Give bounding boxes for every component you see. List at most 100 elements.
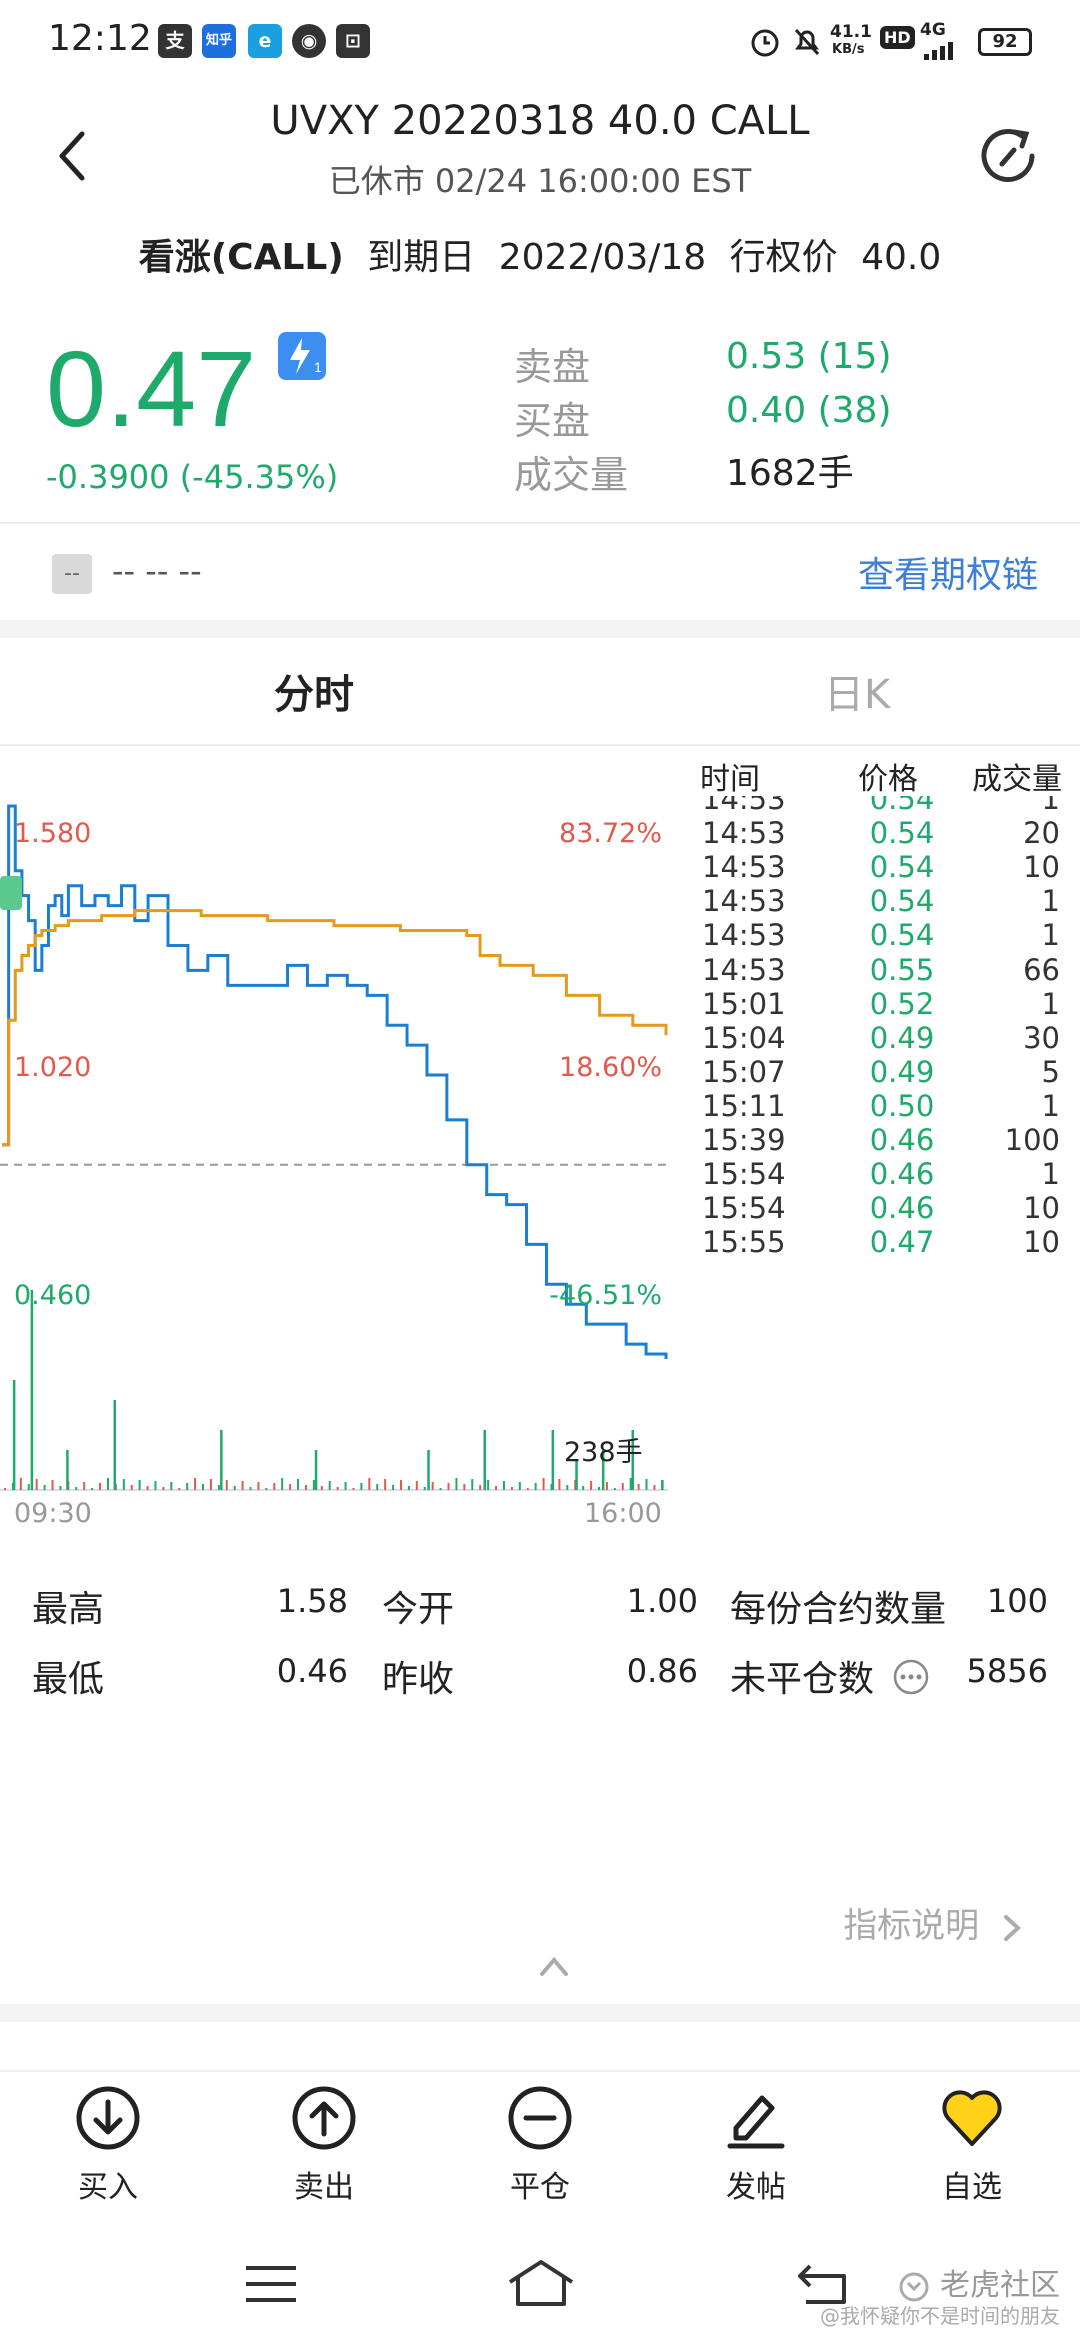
trade-price: 0.52 — [869, 986, 935, 1021]
volume-bar — [518, 1482, 521, 1490]
y-left-low: 0.460 — [14, 1280, 92, 1311]
volume-bar — [360, 1483, 363, 1490]
volume-bar — [66, 1450, 69, 1490]
e-app-icon: e — [248, 24, 282, 58]
network-type: 4G — [920, 20, 946, 40]
close-position-button[interactable]: 平仓 — [460, 2084, 620, 2206]
sell-button[interactable]: 卖出 — [244, 2084, 404, 2206]
volume-bar — [138, 1480, 141, 1490]
volume-bar — [526, 1488, 529, 1490]
volume-bar — [661, 1480, 664, 1490]
page-title: UVXY 20220318 40.0 CALL — [270, 98, 810, 144]
last-price: 0.47 — [46, 328, 257, 449]
trade-price: 0.55 — [869, 952, 935, 987]
volume-bar — [495, 1486, 498, 1490]
section-gap-2 — [0, 2004, 1080, 2022]
trade-time: 15:54 — [702, 1157, 786, 1192]
trade-row: 14:53 0.55 66 — [686, 945, 1080, 995]
trade-row: 15:55 0.47 10 — [686, 1217, 1080, 1267]
intraday-chart[interactable]: 1.580 1.020 0.460 83.72% 18.60% -46.51% … — [0, 746, 680, 1536]
trade-row: 15:07 0.49 5 — [686, 1047, 1080, 1097]
trade-rows: 14:53 0.54 1 14:53 0.54 20 14:53 0.54 10 14:53 0.5… — [686, 796, 1080, 1486]
volume-max-label: 238手 — [564, 1437, 643, 1468]
volume-bar — [566, 1485, 569, 1490]
col-volume: 成交量 — [972, 762, 1062, 797]
volume-bar — [91, 1488, 94, 1490]
volume-bar — [376, 1484, 379, 1490]
volume-value: 1682手 — [726, 453, 854, 494]
back-nav-icon[interactable] — [796, 2260, 852, 2306]
trade-row: 14:53 0.54 10 — [686, 842, 1080, 892]
home-icon[interactable] — [506, 2258, 576, 2308]
volume-bar — [463, 1484, 466, 1490]
x-label-end: 16:00 — [584, 1498, 662, 1529]
y-left-high: 1.580 — [14, 818, 92, 849]
volume-bar — [27, 1484, 30, 1490]
contract-info: 看涨(CALL) 到期日 2022/03/18 行权价 40.0 — [0, 228, 1080, 280]
view-option-chain-link[interactable]: 查看期权链 — [857, 555, 1038, 596]
trade-time: 14:53 — [702, 918, 786, 953]
trade-time: 15:39 — [702, 1123, 786, 1157]
y-right-mid: 18.60% — [559, 1052, 662, 1083]
bid-label: 买盘 — [514, 399, 591, 443]
volume-bar — [19, 1478, 22, 1490]
app-icon-4: ◉ — [292, 24, 326, 58]
volume-bar — [170, 1482, 173, 1490]
volume-bar — [75, 1487, 78, 1490]
sell-label: 卖出 — [294, 2170, 354, 2205]
watchlist-button[interactable]: 自选 — [892, 2084, 1052, 2206]
prev-close-value: 0.86 — [626, 1652, 698, 1690]
chevron-up-icon[interactable] — [540, 1956, 568, 1976]
volume-bar — [400, 1480, 402, 1490]
buy-icon — [76, 2086, 140, 2150]
trade-ticker[interactable]: 时间 价格 成交量 14:53 0.54 1 14:53 0.54 20 14:53 0.54… — [686, 746, 1080, 1486]
trade-time: 15:01 — [702, 986, 786, 1021]
post-icon — [727, 2095, 785, 2149]
alipay-icon: 支 — [158, 24, 192, 58]
low-label: 最低 — [32, 1659, 105, 1700]
related-tag: -- — [52, 554, 92, 594]
trade-time: 15:04 — [702, 1020, 786, 1055]
trade-price: 0.49 — [869, 1020, 935, 1055]
more-info-icon[interactable] — [892, 1658, 930, 1696]
volume-bar — [257, 1482, 260, 1490]
post-button[interactable]: 发帖 — [676, 2084, 836, 2206]
zhihu-icon: 知乎 — [202, 24, 236, 58]
trade-time: 14:53 — [702, 884, 786, 919]
market-status: 已休市 02/24 16:00:00 EST — [328, 162, 752, 200]
volume-bar — [645, 1479, 648, 1490]
volume-bar — [83, 1482, 86, 1490]
volume-bar — [471, 1479, 474, 1490]
series-lines — [2, 804, 668, 1360]
flash-badge[interactable]: 1 — [278, 332, 326, 380]
volume-bar — [629, 1478, 632, 1490]
indicator-label: 指标说明 — [843, 1906, 980, 1946]
trade-volume: 100 — [1004, 1123, 1060, 1157]
trade-volume: 10 — [1023, 1225, 1060, 1260]
menu-icon[interactable] — [244, 2264, 298, 2304]
bid-value: 0.40 (38) — [726, 390, 892, 431]
volume-bar — [225, 1480, 228, 1490]
net-speed: 41.1 — [830, 22, 872, 42]
y-right-high: 83.72% — [559, 818, 662, 849]
volume-bar — [368, 1478, 371, 1490]
buy-button[interactable]: 买入 — [28, 2084, 188, 2206]
tab-daily-k[interactable]: 日K — [824, 672, 891, 718]
trade-row: 14:53 0.54 20 — [686, 808, 1080, 858]
y-right-low: -46.51% — [549, 1280, 662, 1311]
indicator-explanation-link[interactable]: 指标说明 — [843, 1898, 1024, 1947]
volume-bar — [146, 1486, 149, 1490]
trade-volume: 10 — [1023, 1191, 1060, 1226]
trade-volume: 1 — [1041, 796, 1060, 816]
trade-price: 0.54 — [869, 850, 935, 885]
refresh-icon[interactable] — [974, 122, 1042, 190]
trade-volume: 30 — [1023, 1020, 1060, 1055]
trade-header: 时间 价格 成交量 — [686, 754, 1080, 797]
back-chevron-icon[interactable] — [50, 126, 94, 186]
volume-bar — [314, 1450, 318, 1490]
strike-price: 40.0 — [861, 237, 942, 278]
trade-time: 15:11 — [702, 1088, 786, 1123]
trade-price: 0.54 — [869, 918, 935, 953]
volume-bar — [423, 1487, 426, 1490]
tab-intraday[interactable]: 分时 — [274, 672, 354, 718]
